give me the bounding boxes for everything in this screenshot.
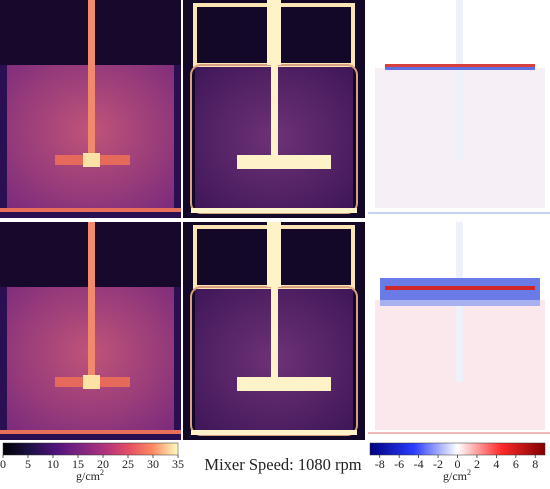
panel-top-right [368, 0, 550, 218]
unit: g/cm [443, 469, 468, 483]
caption: Mixer Speed: 1080 rpm [204, 455, 361, 474]
colorbar-tick-label: 8 [532, 457, 538, 471]
colorbar-tick-label: 0 [455, 457, 461, 471]
colorbar-tick-label: 30 [147, 457, 159, 471]
colorbar-tick-label: 20 [97, 457, 109, 471]
colorbar-tick-label: 10 [47, 457, 59, 471]
panel-bottom-right [368, 222, 550, 441]
panel-top-middle [181, 0, 367, 220]
colorbar-tick-label: 0 [0, 457, 6, 471]
unit-power: 2 [467, 468, 471, 477]
diff-red [385, 64, 535, 67]
colorbar-tick-label: -4 [414, 457, 424, 471]
panel-top-left [0, 0, 181, 218]
vessel-bottom [368, 212, 550, 214]
colorbar-tick-label: 35 [172, 457, 184, 471]
colorbar-tick-label: 15 [72, 457, 84, 471]
colorbar-density [2, 442, 179, 456]
vessel-bottom [368, 432, 550, 434]
colorbar-tick-label: 6 [513, 457, 519, 471]
colorbar-difference [369, 442, 546, 456]
unit-power: 2 [100, 468, 104, 477]
colorbar-tick-label: 4 [493, 457, 499, 471]
colorbar-tick-label: -2 [433, 457, 443, 471]
diff-blue [385, 67, 535, 70]
colorbar-tick-label: 25 [122, 457, 134, 471]
diff-red [385, 286, 535, 290]
shaft [456, 0, 463, 160]
colorbar-tick-label: -8 [375, 457, 385, 471]
colorbar-unit: g/cm2 [443, 468, 471, 483]
panel-bottom-left [0, 222, 181, 440]
colorbar-tick-label: 2 [474, 457, 480, 471]
panel-bottom-middle [181, 220, 367, 442]
unit: g/cm [76, 469, 101, 483]
colorbar-tick-label: 5 [25, 457, 31, 471]
diff-blue-light [380, 300, 540, 306]
colorbar-tick-label: -6 [394, 457, 404, 471]
colorbar-unit: g/cm2 [76, 468, 104, 483]
